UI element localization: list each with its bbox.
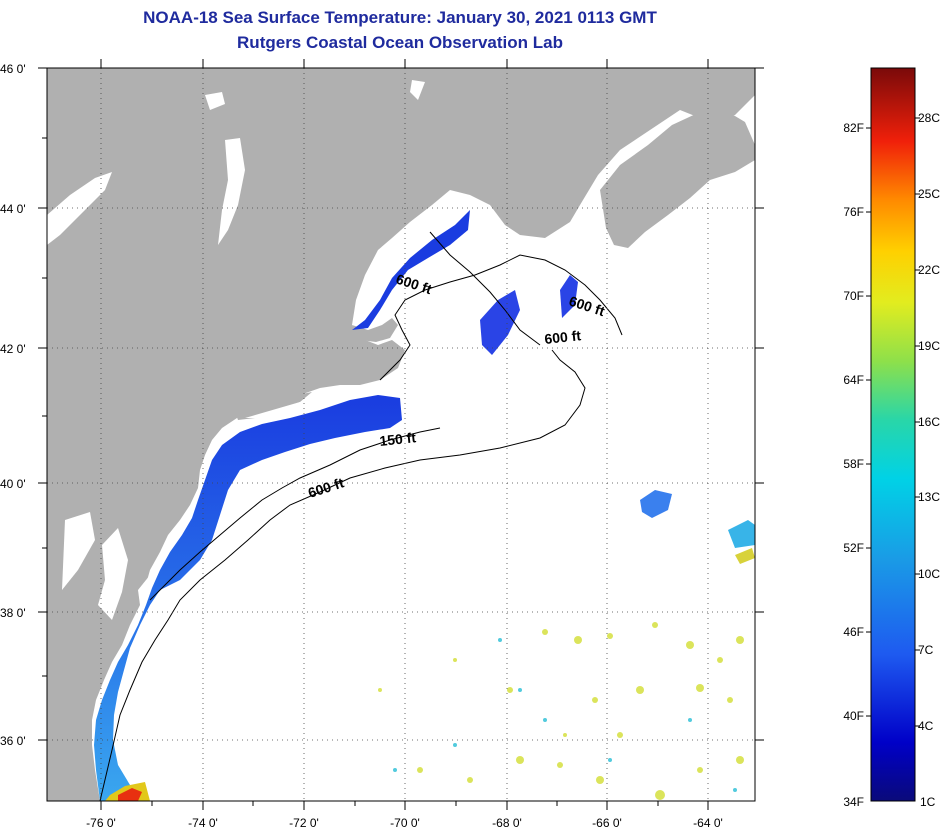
colorbar-label-f: 46F	[843, 625, 864, 639]
lat-label: 44 0'	[0, 202, 26, 216]
lon-label: -70 0'	[390, 816, 420, 830]
land-cape-cod	[352, 318, 398, 342]
sst-data	[94, 210, 755, 801]
graticule	[47, 68, 755, 801]
colorbar: 82F 76F 70F 64F 58F 52F 46F 40F 34F 28C …	[843, 67, 940, 809]
colorbar-label-c: 4C	[918, 719, 934, 733]
land-mainland	[47, 68, 755, 801]
tick-marks	[38, 59, 764, 810]
colorbar-label-c: 13C	[918, 490, 940, 504]
colorbar-label-f: 58F	[843, 457, 864, 471]
land-nova-scotia	[600, 110, 755, 248]
lat-label: 38 0'	[0, 606, 26, 620]
colorbar-label-f: 82F	[843, 121, 864, 135]
colorbar-label-c: 16C	[918, 415, 940, 429]
lon-label: -68 0'	[492, 816, 522, 830]
lat-label: 46 0'	[0, 62, 26, 76]
colorbar-label-c: 19C	[918, 339, 940, 353]
lat-label: 36 0'	[0, 734, 26, 748]
colorbar-label-f: 70F	[843, 289, 864, 303]
lon-label: -74 0'	[188, 816, 218, 830]
colorbar-label-c: 10C	[918, 567, 940, 581]
lon-label: -64 0'	[693, 816, 723, 830]
map-frame	[46, 67, 756, 802]
colorbar-label-c: 28C	[918, 111, 940, 125]
colorbar-label-c: 1C	[920, 795, 936, 809]
colorbar-ramp	[870, 67, 916, 802]
lat-label: 42 0'	[0, 342, 26, 356]
lon-label: -66 0'	[592, 816, 622, 830]
depth-contours	[99, 231, 623, 801]
colorbar-label-f: 64F	[843, 373, 864, 387]
lon-label: -76 0'	[86, 816, 116, 830]
colorbar-label-f: 40F	[843, 709, 864, 723]
map-title: NOAA-18 Sea Surface Temperature: January…	[143, 8, 657, 27]
colorbar-label-f: 76F	[843, 205, 864, 219]
map-panel: 600 ft 600 ft 600 ft 150 ft 600 ft	[47, 68, 755, 801]
colorbar-label-c: 7C	[918, 643, 934, 657]
colorbar-label-f: 52F	[843, 541, 864, 555]
inland-water	[47, 80, 425, 620]
contour-label: 600 ft	[544, 327, 582, 347]
colorbar-label-c: 25C	[918, 187, 940, 201]
colorbar-label-c: 22C	[918, 263, 940, 277]
map-subtitle: Rutgers Coastal Ocean Observation Lab	[237, 33, 563, 52]
land-long-island	[235, 392, 312, 420]
colorbar-label-f: 34F	[843, 795, 864, 809]
lon-label: -72 0'	[289, 816, 319, 830]
contour-label: 150 ft	[379, 429, 417, 449]
lat-label: 40 0'	[0, 477, 26, 491]
